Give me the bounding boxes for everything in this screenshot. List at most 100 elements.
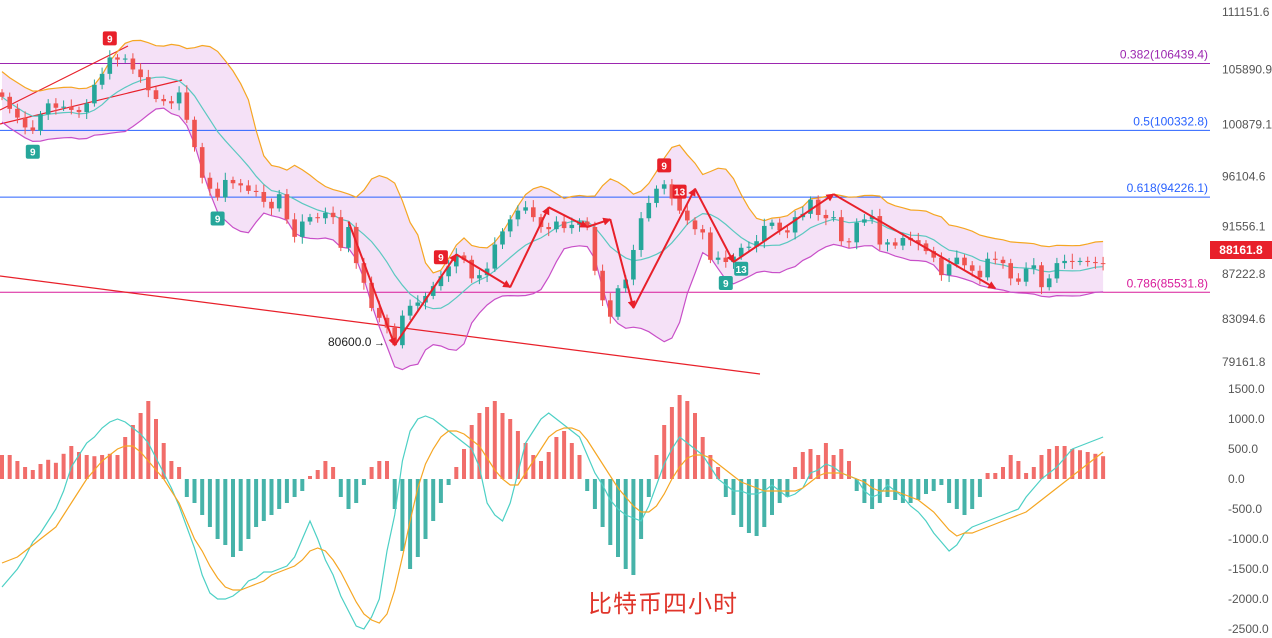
macd-histogram-bar: [346, 479, 351, 509]
macd-histogram-bar: [223, 479, 228, 545]
macd-histogram-bar: [900, 479, 905, 503]
candle-body: [677, 198, 682, 211]
bollinger-band-fill: [2, 40, 1104, 370]
last-price-label: 88161.8: [1219, 243, 1263, 257]
candle-body: [253, 190, 259, 192]
macd-histogram-bar: [592, 479, 597, 509]
macd-axis-label: -1500.0: [1228, 562, 1269, 576]
candle-body: [777, 222, 782, 231]
candle-body: [561, 221, 567, 229]
price-axis-label: 91556.1: [1222, 219, 1266, 233]
low-annotation: 80600.0 →: [328, 335, 385, 349]
candle-body: [130, 58, 136, 70]
candle-body: [477, 275, 482, 279]
candle-body: [1062, 260, 1067, 264]
td-marker-box: [718, 276, 733, 291]
macd-histogram-bar: [800, 452, 805, 479]
td-marker-label: 13: [736, 265, 748, 276]
macd-histogram-bar: [600, 479, 605, 527]
candle-body: [346, 227, 351, 248]
candle-body: [430, 286, 436, 296]
candle-body: [1046, 278, 1052, 288]
candle-body: [592, 227, 598, 271]
macd-histogram-bar: [123, 437, 128, 479]
macd-histogram-bar: [261, 479, 266, 521]
macd-histogram-bar: [1016, 461, 1021, 479]
macd-histogram-bar: [30, 470, 35, 479]
candle-body: [238, 183, 243, 186]
td-marker-label: 13: [674, 188, 686, 199]
candle-body: [985, 258, 990, 278]
candle-body: [977, 270, 983, 278]
candle-body: [839, 217, 844, 242]
candle-body: [669, 184, 675, 199]
fib-levels: 0.382(106439.4) 0.5(100332.8) 0.618(94226.…: [0, 48, 1210, 293]
candle-body: [554, 221, 559, 230]
candle-body: [84, 103, 89, 113]
macd-histogram-bar: [392, 479, 397, 509]
macd-histogram-bar: [693, 413, 697, 479]
macd-histogram-bar: [885, 479, 890, 497]
candle-body: [831, 217, 836, 219]
candle-body: [115, 57, 120, 60]
macd-histogram-bar: [292, 479, 297, 497]
td-marker-label: 9: [215, 214, 221, 225]
macd-histogram-bar: [23, 467, 28, 479]
macd-histogram-bar: [977, 479, 982, 497]
trend-arrow: [694, 188, 735, 263]
macd-histogram-bar: [1008, 455, 1013, 479]
macd-histogram-bar: [870, 479, 875, 509]
macd-histogram-bar: [908, 479, 913, 503]
macd-histogram-bar: [1054, 446, 1059, 479]
low-price-label: 80600.0: [328, 335, 372, 349]
macd-histogram-bar: [138, 413, 143, 479]
bollinger-mid-line: [1, 76, 1104, 310]
price-axis-label: 83094.6: [1222, 312, 1266, 326]
macd-histogram-bar: [61, 453, 66, 479]
macd-histogram-bar: [408, 479, 413, 569]
candle-body: [808, 199, 813, 214]
candle-body: [122, 58, 128, 60]
candle-body: [353, 227, 359, 264]
macd-histogram-bar: [15, 461, 20, 479]
td-marker-label: 9: [661, 161, 667, 172]
candle-body: [792, 217, 798, 233]
macd-histogram-bar: [1039, 455, 1044, 479]
macd-histogram-bar: [631, 479, 636, 575]
macd-histogram-bar: [492, 401, 497, 479]
macd-histogram-bar: [1078, 450, 1082, 479]
candle-body: [323, 212, 328, 219]
candle-body: [815, 199, 821, 215]
candle-body: [939, 257, 944, 276]
trend-arrow: [455, 253, 512, 289]
macd-histogram-bar: [515, 431, 520, 479]
macd-axis-label: 1000.0: [1228, 412, 1265, 426]
candle-body: [330, 212, 336, 218]
macd-histogram-bar: [177, 467, 182, 479]
candle-body: [269, 201, 274, 209]
macd-axis-label: 500.0: [1228, 442, 1258, 456]
trend-arrow: [548, 206, 589, 228]
macd-histogram-bar: [646, 479, 651, 497]
macd-histogram-bar: [623, 479, 628, 569]
macd-histogram-bar: [839, 449, 844, 479]
candle-body: [746, 246, 752, 248]
trend-arrow: [833, 193, 997, 290]
macd-histogram-bar: [739, 479, 744, 527]
trend-arrow: [632, 187, 696, 309]
td-marker-box: [102, 31, 117, 46]
candle-body: [284, 194, 290, 220]
trend-arrows: [347, 187, 997, 347]
candle-body: [361, 263, 367, 283]
macd-histogram-bar: [669, 407, 674, 479]
macd-histogram-bar: [246, 479, 251, 539]
macd-histogram-bar: [315, 470, 320, 479]
candle-body: [1070, 260, 1075, 263]
candle-body: [1039, 265, 1044, 288]
macd-histogram-bar: [130, 425, 135, 479]
candle-body: [500, 231, 505, 245]
fib-label: 0.618(94226.1): [1127, 181, 1208, 195]
macd-histogram-bar: [454, 467, 459, 479]
price-pane: 0.382(106439.4) 0.5(100332.8) 0.618(94226.…: [0, 31, 1210, 375]
